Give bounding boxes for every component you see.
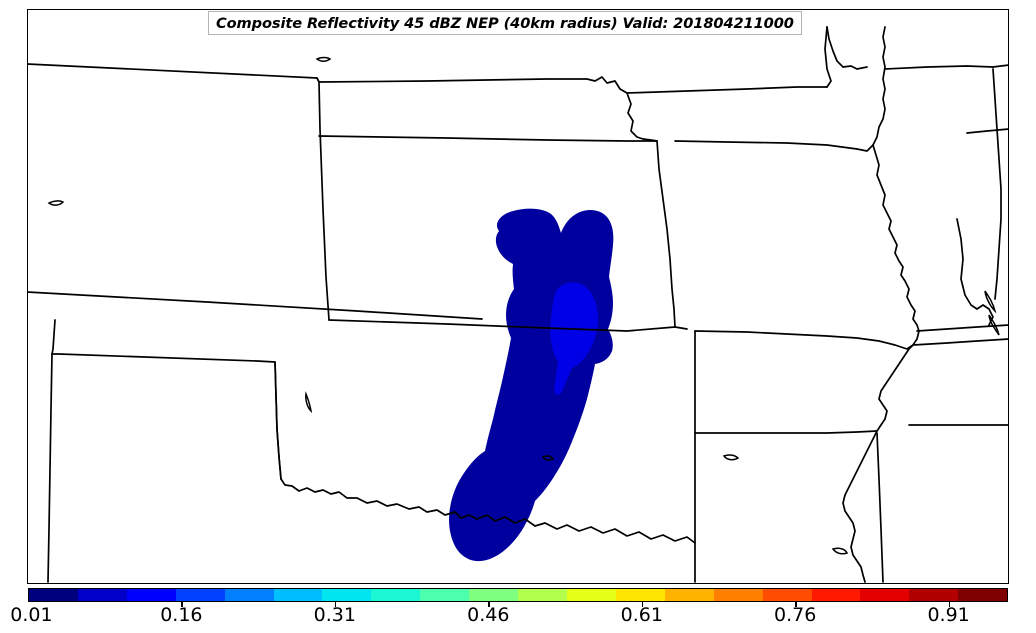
colorbar-tick-labels: 0.01 0.16 0.31 0.46 0.61 0.76 0.91: [0, 604, 1036, 632]
colorbar-segment-7: [371, 589, 421, 601]
colorbar-label-6: 0.91: [927, 604, 970, 626]
colorbar-segment-1: [77, 589, 127, 601]
border-iowa-east-upper: [824, 26, 832, 88]
lake-nebraska: [315, 56, 332, 62]
colorbar-segment-9: [469, 589, 519, 601]
colorbar-label-2: 0.31: [313, 604, 356, 626]
lake-texas-panhandle: [305, 391, 313, 414]
colorbar-segment-3: [175, 589, 225, 601]
border-tennessee-mississippi: [912, 338, 1009, 346]
colorbar-tick-1: [181, 602, 183, 607]
colorbar-segment-11: [566, 589, 616, 601]
lake-oklahoma-south: [722, 454, 740, 461]
colorbar-label-5: 0.76: [773, 604, 817, 626]
plot-title-text: Composite Reflectivity 45 dBZ NEP (40km …: [216, 14, 794, 32]
colorbar-gradient: [28, 588, 1008, 602]
colorbar-segment-17: [860, 589, 910, 601]
colorbar-segment-19: [958, 589, 1008, 601]
border-nebraska-kansas: [318, 135, 658, 142]
contour-fill-level-0: [449, 208, 614, 562]
colorbar-segment-14: [713, 589, 763, 601]
border-louisiana-mississippi: [876, 432, 884, 583]
colorbar-segment-18: [909, 589, 959, 601]
border-iowa-north: [626, 86, 828, 94]
border-colorado: [27, 63, 330, 321]
state-boundaries: [27, 26, 1009, 583]
colorbar-segment-12: [615, 589, 665, 601]
border-kansas-missouri: [656, 140, 676, 328]
colorbar-segment-4: [224, 589, 274, 601]
border-illinois-indiana: [956, 218, 994, 326]
colorbar-segment-8: [420, 589, 470, 601]
border-missouri-north: [674, 26, 886, 152]
border-nebraska-north: [316, 76, 658, 142]
river-tributary: [988, 314, 1000, 336]
colorbar-tick-2: [334, 602, 337, 607]
border-colorado-south: [27, 291, 483, 320]
colorbar-segment-2: [126, 589, 176, 601]
border-oklahoma: [51, 353, 696, 544]
contour-fill-level-1: [550, 282, 599, 395]
river-mississippi-north: [984, 290, 997, 314]
border-oklahoma-west: [47, 353, 53, 583]
plot-title-box: Composite Reflectivity 45 dBZ NEP (40km …: [208, 11, 802, 35]
colorbar-label-3: 0.46: [467, 604, 510, 626]
border-illinois-top-right: [992, 64, 1009, 68]
border-illinois-north: [884, 65, 994, 70]
border-indiana-east: [992, 68, 1002, 300]
colorbar-tick-4: [641, 602, 644, 607]
lake-tennessee: [831, 547, 849, 555]
map-canvas: [27, 26, 1009, 583]
border-arkansas-louisiana: [694, 430, 878, 434]
map-panel: [27, 9, 1009, 584]
colorbar-label-0: 0.01: [10, 604, 53, 626]
border-wisconsin-iowa: [826, 26, 868, 70]
colorbar-segment-13: [664, 589, 714, 601]
colorbar-segment-5: [273, 589, 323, 601]
colorbar-segment-10: [518, 589, 567, 601]
inland-water-features: [47, 56, 1000, 555]
colorbar-segment-16: [811, 589, 861, 601]
colorbar-segment-15: [762, 589, 812, 601]
colorbar-tick-6: [948, 602, 950, 607]
border-new-mexico: [51, 319, 56, 355]
colorbar-tick-3: [488, 602, 490, 607]
border-state-topright: [966, 128, 1009, 134]
colorbar-tick-5: [795, 602, 797, 607]
colorbar-segment-6: [322, 589, 372, 601]
border-kansas-south: [328, 319, 688, 332]
border-arkansas-north: [694, 330, 914, 350]
colorbar-segment-0: [29, 589, 78, 601]
colorbar-label-1: 0.16: [160, 604, 203, 626]
colorbar-label-4: 0.61: [620, 604, 663, 626]
border-missouri-east: [842, 144, 920, 583]
colorbar: [28, 588, 1008, 602]
lake-oklahoma-east: [541, 455, 555, 461]
border-texas-panhandle: [274, 361, 282, 480]
lake-colorado: [47, 200, 65, 206]
